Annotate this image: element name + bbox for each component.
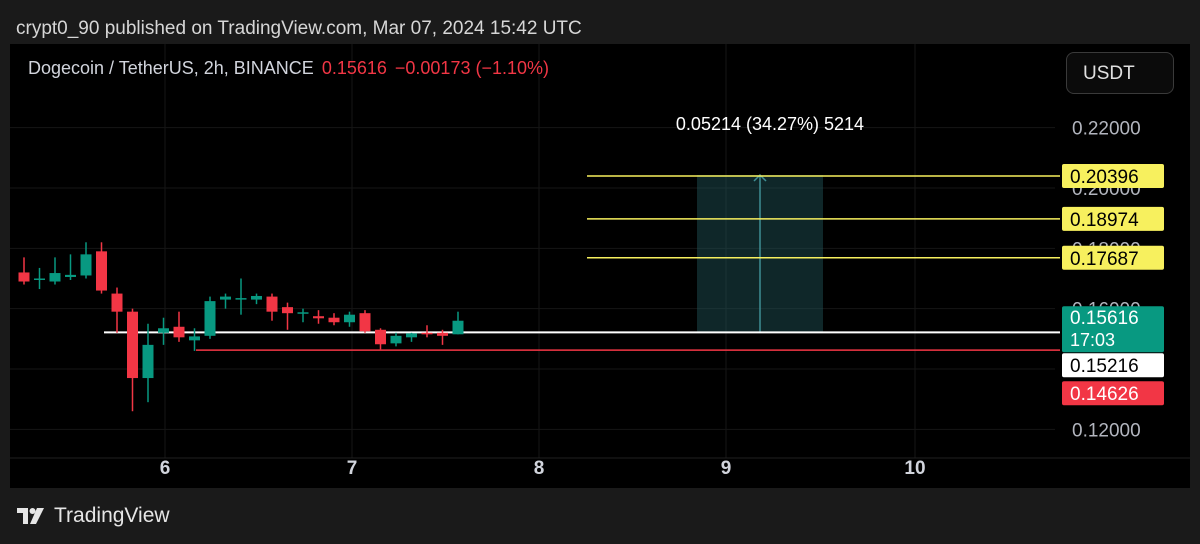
level-label-0.20396: 0.20396 xyxy=(1070,167,1139,188)
x-tick-label: 10 xyxy=(904,458,925,479)
measure-label: 0.05214 (34.27%) 5214 xyxy=(676,114,864,134)
legend-price: 0.15616 xyxy=(321,58,387,78)
x-tick-label: 7 xyxy=(347,458,358,479)
candle-body[interactable] xyxy=(204,301,216,336)
level-label-0.17687: 0.17687 xyxy=(1070,249,1139,270)
candle-body[interactable] xyxy=(18,272,30,282)
candle-body[interactable] xyxy=(437,332,448,336)
countdown-label: 17:03 xyxy=(1070,330,1115,350)
tradingview-logo-icon xyxy=(17,508,44,524)
level-label-0.18974: 0.18974 xyxy=(1070,210,1139,231)
candle-body[interactable] xyxy=(344,314,355,323)
x-tick-label: 6 xyxy=(160,458,171,479)
level-label-0.17687-bg xyxy=(1062,245,1164,270)
level-label-0.15216-bg xyxy=(1062,353,1164,378)
measure-arrow-head xyxy=(753,173,767,182)
candle-body[interactable] xyxy=(235,298,247,300)
footer: TradingView xyxy=(16,502,170,530)
current-price-label-bg xyxy=(1062,306,1164,353)
candle-body[interactable] xyxy=(328,317,340,323)
candle-body[interactable] xyxy=(65,274,76,277)
level-label-0.18974-bg xyxy=(1062,206,1164,231)
candle-body[interactable] xyxy=(96,251,107,291)
candle-body[interactable] xyxy=(34,278,45,280)
legend-change: −0.00173 (−1.10%) xyxy=(394,58,550,78)
x-tick-label: 9 xyxy=(721,458,732,479)
candle-body[interactable] xyxy=(251,295,262,300)
chart-panel[interactable]: 0.220000.200000.180000.160000.1200067891… xyxy=(10,44,1190,488)
candle-body[interactable] xyxy=(80,254,92,276)
level-label-0.20396-bg xyxy=(1062,164,1164,189)
candle-body[interactable] xyxy=(282,307,293,314)
level-label-0.15216: 0.15216 xyxy=(1070,356,1139,377)
x-tick-label: 8 xyxy=(534,458,545,479)
symbol-legend: Dogecoin / TetherUS, 2h, BINANCE 0.15616−… xyxy=(28,58,549,79)
candle-body[interactable] xyxy=(452,320,464,335)
level-label-0.14626-bg xyxy=(1062,381,1164,406)
candle-body[interactable] xyxy=(421,332,433,335)
currency-button[interactable]: USDT xyxy=(1066,52,1174,94)
publish-header: crypt0_90 published on TradingView.com, … xyxy=(16,18,582,39)
candlestick-chart[interactable]: 0.220000.200000.180000.160000.1200067891… xyxy=(10,44,1190,488)
candle-body[interactable] xyxy=(313,316,324,319)
candle-body[interactable] xyxy=(375,329,386,345)
candle-body[interactable] xyxy=(127,311,138,379)
candle-body[interactable] xyxy=(111,293,123,312)
symbol-label: Dogecoin / TetherUS, 2h, BINANCE xyxy=(28,58,314,78)
candle-body[interactable] xyxy=(297,312,309,314)
candle-body[interactable] xyxy=(142,344,154,379)
candle-body[interactable] xyxy=(173,326,185,338)
candle-body[interactable] xyxy=(189,336,200,341)
candle-body[interactable] xyxy=(390,335,402,344)
y-tick-label: 0.12000 xyxy=(1072,420,1141,441)
level-label-0.14626: 0.14626 xyxy=(1070,384,1139,405)
y-tick-label: 0.22000 xyxy=(1072,119,1141,140)
current-price-label: 0.15616 xyxy=(1070,308,1139,329)
candle-body[interactable] xyxy=(266,296,278,312)
candle-body[interactable] xyxy=(406,333,417,338)
footer-brand: TradingView xyxy=(54,504,170,527)
candle-body[interactable] xyxy=(220,296,231,300)
candle-body[interactable] xyxy=(359,313,371,332)
candle-body[interactable] xyxy=(158,328,169,333)
candle-body[interactable] xyxy=(49,273,61,282)
